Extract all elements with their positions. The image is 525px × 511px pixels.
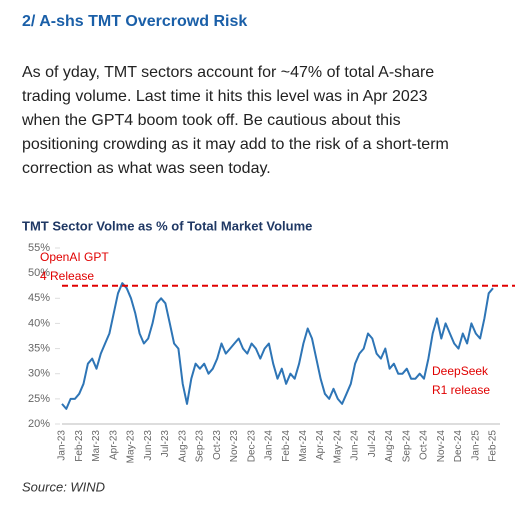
x-tick-label: Dec-24 bbox=[453, 430, 464, 463]
x-tick-label: Aug-23 bbox=[177, 430, 188, 463]
annotation: DeepSeek bbox=[432, 364, 489, 378]
y-tick-label: 45% bbox=[28, 292, 50, 304]
x-tick-label: May-23 bbox=[126, 430, 137, 464]
x-tick-label: Apr-23 bbox=[108, 430, 119, 460]
x-tick-label: Feb-23 bbox=[74, 430, 85, 462]
x-tick-label: May-24 bbox=[332, 430, 343, 464]
y-tick-label: 35% bbox=[28, 342, 50, 354]
x-tick-label: Aug-24 bbox=[384, 430, 395, 463]
source: Source: WIND bbox=[22, 479, 105, 494]
paragraph-line: when the GPT4 boom took off. Be cautious… bbox=[21, 112, 401, 129]
x-tick-label: Jul-24 bbox=[367, 430, 378, 458]
x-tick-label: Nov-23 bbox=[229, 430, 240, 463]
x-tick-label: Feb-25 bbox=[488, 430, 499, 462]
y-tick-label: 25% bbox=[28, 393, 50, 405]
x-tick-label: Jul-23 bbox=[160, 430, 171, 458]
x-tick-label: Sep-24 bbox=[401, 430, 412, 463]
x-tick-label: Jan-25 bbox=[470, 430, 481, 461]
x-tick-label: Apr-24 bbox=[315, 430, 326, 460]
x-tick-label: Dec-23 bbox=[246, 430, 257, 463]
y-tick-label: 20% bbox=[28, 418, 50, 430]
x-tick-label: Jan-24 bbox=[264, 430, 275, 461]
x-tick-label: Feb-24 bbox=[281, 430, 292, 462]
paragraph-line: trading volume. Last time it hits this l… bbox=[22, 88, 428, 105]
x-tick-label: Jun-24 bbox=[350, 430, 361, 461]
post-heading: 2/ A-shs TMT Overcrowd Risk bbox=[22, 13, 247, 30]
x-tick-label: Nov-24 bbox=[436, 430, 447, 463]
y-tick-label: 55% bbox=[28, 242, 50, 254]
x-tick-label: Mar-23 bbox=[91, 430, 102, 462]
annotation: OpenAI GPT bbox=[40, 250, 109, 264]
x-tick-label: Jan-23 bbox=[57, 430, 68, 461]
x-tick-label: Mar-24 bbox=[298, 430, 309, 462]
annotation: R1 release bbox=[432, 383, 490, 397]
y-tick-label: 30% bbox=[28, 368, 50, 380]
data-line bbox=[61, 282, 494, 410]
x-tick-label: Jun-23 bbox=[143, 430, 154, 461]
annotation: 4 Release bbox=[40, 269, 94, 283]
x-tick-label: Sep-23 bbox=[195, 430, 206, 463]
x-tick-label: Oct-24 bbox=[419, 430, 430, 460]
y-tick-label: 50% bbox=[28, 267, 50, 279]
paragraph-line: positioning crowding as it may add to th… bbox=[22, 136, 449, 153]
paragraph-line: As of yday, TMT sectors account for ~47%… bbox=[22, 64, 434, 81]
chart-title: TMT Sector Volme as % of Total Market Vo… bbox=[22, 218, 312, 233]
x-tick-label: Oct-23 bbox=[212, 430, 223, 460]
paragraph-line: correction as what was seen today. bbox=[22, 160, 271, 177]
y-tick-label: 40% bbox=[28, 317, 50, 329]
